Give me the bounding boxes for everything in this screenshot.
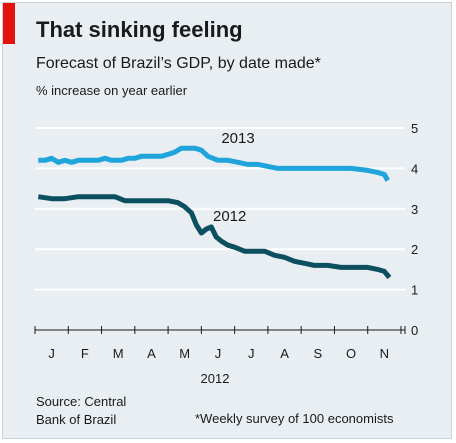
y-tick-label: 3 [411, 202, 418, 217]
x-tick-label: N [380, 346, 389, 361]
line-chart: 0 1 2 3 4 5 J F M A M J J A S O N 2012 2013 2012 [34, 121, 418, 386]
x-axis-label: 2012 [201, 371, 230, 386]
y-tick-label: 0 [411, 323, 418, 338]
y-tick-label: 1 [411, 283, 418, 298]
x-tick-label: M [179, 346, 190, 361]
x-tick-label: J [215, 346, 222, 361]
chart-title: That sinking feeling [36, 17, 243, 42]
series-line-2013 [38, 145, 390, 182]
x-tick-label: O [346, 346, 356, 361]
series-label-2012: 2012 [213, 208, 246, 225]
source-line-1: Source: Central [36, 394, 127, 409]
y-tick-label: 5 [411, 121, 418, 136]
footnote: *Weekly survey of 100 economists [195, 411, 394, 426]
x-tick-label: S [313, 346, 322, 361]
x-tick-label: M [113, 346, 124, 361]
chart-frame: That sinking feeling Forecast of Brazil’… [2, 2, 452, 439]
source-line-2: Bank of Brazil [36, 412, 117, 427]
chart-subtitle: Forecast of Brazil’s GDP, by date made* [36, 55, 321, 72]
source-note: Source: Central Bank of Brazil [36, 393, 196, 429]
y-tick-label: 2 [411, 242, 418, 257]
x-tick-label: J [48, 346, 55, 361]
series-line-2012 [37, 194, 392, 280]
series-label-2013: 2013 [221, 130, 254, 147]
brand-red-tag [3, 3, 15, 44]
y-axis-units: % increase on year earlier [36, 83, 188, 98]
y-tick-label: 4 [411, 161, 418, 176]
x-tick-label: A [280, 346, 289, 361]
x-tick-label: J [248, 346, 255, 361]
x-tick-label: A [147, 346, 156, 361]
x-tick-label: F [81, 346, 89, 361]
